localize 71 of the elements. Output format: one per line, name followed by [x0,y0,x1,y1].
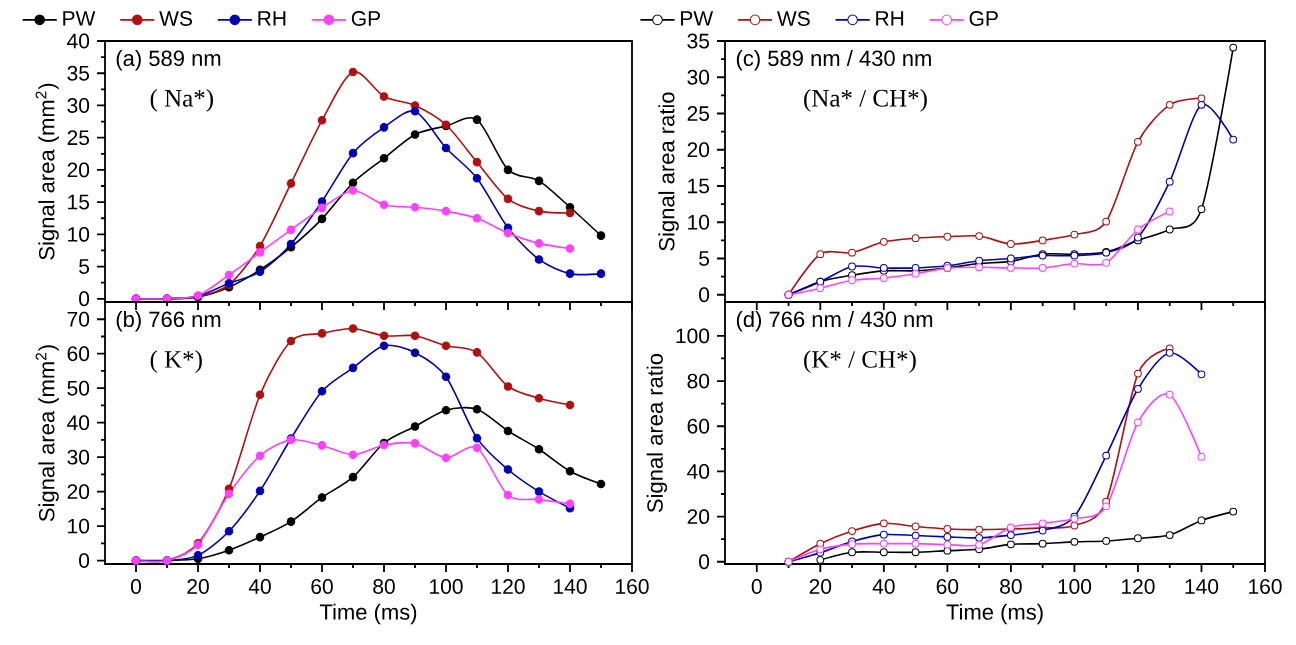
y-tick-label: 0 [79,553,90,568]
y-tick-label: 40 [67,415,90,431]
y-axis-title: Signal area ratio [646,353,668,513]
annotation: (a) 589 nm [116,49,221,71]
y-tick-label: 30 [67,98,90,113]
y-axis-title: Signal area ratio [658,92,679,251]
y-tick-label: 20 [687,142,710,158]
y-tick-label: 20 [67,484,90,500]
legend-label: GP [969,11,998,26]
y-tick-label: 0 [699,554,710,570]
y-tick-label: 30 [687,69,710,85]
x-tick-label: 160 [616,579,649,594]
annotation: (c) 589 nm / 430 nm [736,49,931,71]
y-tick-label: 20 [687,509,710,525]
y-tick-label: 50 [67,380,90,396]
x-tick-label: 120 [1122,579,1155,594]
y-tick-label: 35 [687,33,710,49]
y-axis-title: Signal area (mm$^{2}$) [35,345,59,522]
y-tick-label: 70 [67,311,90,327]
x-tick-label: 140 [554,579,587,594]
x-axis-title: Time (ms) [319,603,417,625]
x-tick-label: 0 [751,579,762,594]
legend-label: PW [63,11,96,26]
legend-label: WS [777,11,810,26]
x-tick-label: 40 [872,579,895,594]
x-tick-label: 80 [1000,579,1022,594]
y-tick-label: 60 [67,346,90,362]
x-tick-label: 80 [373,579,395,594]
y-tick-label: 0 [699,287,710,303]
y-tick-label: 0 [79,291,90,307]
y-tick-label: 5 [699,251,710,266]
legend-label: PW [681,11,714,26]
y-axis-title: Signal area (mm$^{2}$) [35,83,59,260]
y-tick-label: 80 [687,373,710,389]
y-tick-label: 5 [79,259,90,274]
x-tick-label: 60 [311,579,333,594]
y-tick-label: 25 [67,130,90,146]
y-tick-label: 40 [67,33,90,49]
x-tick-label: 100 [430,579,463,594]
legend-label: GP [351,11,380,26]
annotation: (d) 766 nm / 430 nm [736,310,933,332]
annotation: (Na* / CH*) [804,89,927,112]
y-tick-label: 25 [687,106,710,121]
annotation: ( K*) [150,350,202,373]
x-tick-label: 140 [1185,579,1219,594]
y-tick-label: 20 [67,162,90,178]
x-tick-label: 100 [1058,579,1092,594]
x-tick-label: 20 [187,579,209,594]
legend-label: RH [876,11,904,26]
annotation: (K* / CH*) [804,350,916,373]
x-tick-label: 60 [936,579,959,594]
y-tick-label: 10 [68,226,90,242]
annotation: (b) 766 nm [116,310,221,332]
y-tick-label: 100 [676,328,710,344]
y-tick-label: 40 [687,463,710,479]
y-tick-label: 10 [688,214,710,230]
legend-label: WS [159,11,193,26]
x-tick-label: 160 [1249,579,1282,594]
x-tick-label: 0 [130,579,142,594]
y-tick-label: 10 [68,518,90,534]
x-axis-title: Time (ms) [946,603,1043,625]
y-tick-label: 35 [67,65,90,81]
y-tick-label: 15 [688,178,710,194]
y-tick-label: 30 [67,449,90,465]
y-tick-label: 60 [687,418,710,434]
x-tick-label: 40 [248,579,271,594]
legend-label: RH [258,11,286,26]
x-tick-label: 20 [809,579,832,594]
y-tick-label: 15 [68,194,90,210]
x-tick-label: 120 [492,579,525,594]
annotation: ( Na*) [150,89,213,112]
